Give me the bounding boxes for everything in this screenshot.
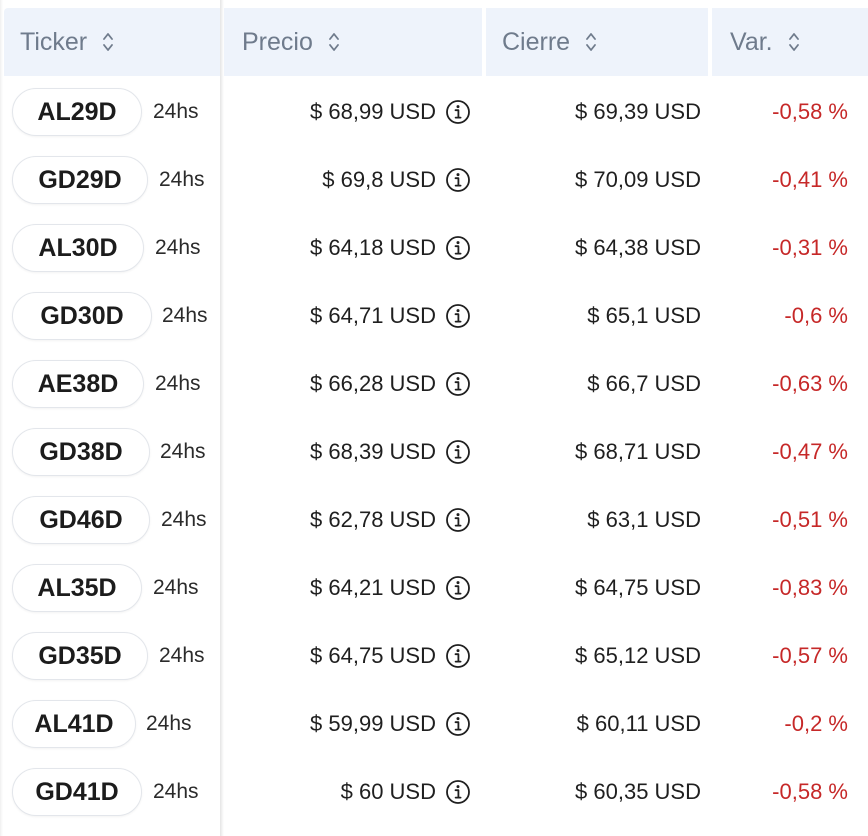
column-header-precio-label: Precio	[242, 27, 313, 56]
info-icon[interactable]	[445, 779, 471, 805]
info-icon[interactable]	[445, 371, 471, 397]
close-price-cell: $ 65,12 USD	[575, 643, 701, 668]
close-price-cell: $ 70,09 USD	[575, 167, 701, 192]
info-icon[interactable]	[445, 235, 471, 261]
column-header-ticker[interactable]: Ticker	[4, 8, 220, 76]
ticker-chip[interactable]: AL35D	[12, 564, 142, 612]
table-row[interactable]: GD29D 24hs $ 69,8 USD $ 70,09 USD -0,41 …	[0, 146, 868, 214]
table-row[interactable]: GD35D 24hs $ 64,75 USD $ 65,12 USD -0,57…	[0, 622, 868, 690]
sort-updown-icon	[103, 33, 114, 51]
variation-cell: -0,58 %	[772, 779, 848, 804]
table-row[interactable]: GD38D 24hs $ 68,39 USD $ 68,71 USD -0,47…	[0, 418, 868, 486]
ticker-chip[interactable]: GD30D	[12, 292, 152, 340]
variation-cell: -0,47 %	[772, 439, 848, 464]
price-cell: $ 68,99 USD	[310, 99, 436, 124]
price-cell: $ 69,8 USD	[322, 167, 436, 192]
column-header-precio[interactable]: Precio	[224, 8, 482, 76]
column-header-cierre-label: Cierre	[502, 27, 571, 56]
price-cell: $ 60 USD	[340, 779, 436, 804]
settlement-term: 24hs	[161, 508, 207, 531]
close-price-cell: $ 65,1 USD	[587, 303, 701, 328]
close-price-cell: $ 69,39 USD	[575, 99, 701, 124]
price-cell: $ 64,18 USD	[310, 235, 436, 260]
settlement-term: 24hs	[153, 100, 199, 123]
variation-cell: -0,41 %	[772, 167, 848, 192]
settlement-term: 24hs	[153, 576, 199, 599]
table-row[interactable]: AE38D 24hs $ 66,28 USD $ 66,7 USD -0,63 …	[0, 350, 868, 418]
info-icon[interactable]	[445, 507, 471, 533]
price-cell: $ 64,75 USD	[310, 643, 436, 668]
settlement-term: 24hs	[155, 372, 201, 395]
close-price-cell: $ 64,38 USD	[575, 235, 701, 260]
price-cell: $ 62,78 USD	[310, 507, 436, 532]
ticker-chip[interactable]: AL30D	[12, 224, 144, 272]
ticker-chip[interactable]: GD46D	[12, 496, 150, 544]
ticker-chip[interactable]: AL29D	[12, 88, 142, 136]
table-header: Ticker Precio Cierre Var.	[0, 0, 868, 80]
close-price-cell: $ 63,1 USD	[587, 507, 701, 532]
column-header-cierre[interactable]: Cierre	[486, 8, 708, 76]
column-header-var[interactable]: Var.	[712, 8, 868, 76]
settlement-term: 24hs	[155, 236, 201, 259]
info-icon[interactable]	[445, 167, 471, 193]
price-cell: $ 59,99 USD	[310, 711, 436, 736]
price-cell: $ 68,39 USD	[310, 439, 436, 464]
sticky-column-divider	[220, 0, 224, 836]
ticker-chip[interactable]: GD29D	[12, 156, 148, 204]
settlement-term: 24hs	[162, 304, 208, 327]
sort-updown-icon	[328, 33, 339, 51]
variation-cell: -0,57 %	[772, 643, 848, 668]
close-price-cell: $ 64,75 USD	[575, 575, 701, 600]
settlement-term: 24hs	[146, 712, 192, 735]
variation-cell: -0,58 %	[772, 99, 848, 124]
variation-cell: -0,83 %	[772, 575, 848, 600]
variation-cell: -0,51 %	[772, 507, 848, 532]
ticker-chip[interactable]: GD41D	[12, 768, 142, 816]
settlement-term: 24hs	[159, 168, 205, 191]
table-row[interactable]: AL35D 24hs $ 64,21 USD $ 64,75 USD -0,83…	[0, 554, 868, 622]
info-icon[interactable]	[445, 575, 471, 601]
table-left-shadow	[0, 0, 3, 836]
settlement-term: 24hs	[153, 780, 199, 803]
column-header-ticker-label: Ticker	[20, 27, 88, 56]
close-price-cell: $ 68,71 USD	[575, 439, 701, 464]
variation-cell: -0,31 %	[772, 235, 848, 260]
table-row[interactable]: GD46D 24hs $ 62,78 USD $ 63,1 USD -0,51 …	[0, 486, 868, 554]
ticker-chip[interactable]: GD35D	[12, 632, 148, 680]
table-row[interactable]: GD30D 24hs $ 64,71 USD $ 65,1 USD -0,6 %	[0, 282, 868, 350]
table-row[interactable]: AL41D 24hs $ 59,99 USD $ 60,11 USD -0,2 …	[0, 690, 868, 758]
settlement-term: 24hs	[159, 644, 205, 667]
column-header-var-label: Var.	[730, 27, 773, 56]
close-price-cell: $ 60,11 USD	[576, 711, 701, 736]
variation-cell: -0,2 %	[784, 711, 848, 736]
info-icon[interactable]	[445, 711, 471, 737]
info-icon[interactable]	[445, 303, 471, 329]
price-cell: $ 64,21 USD	[310, 575, 436, 600]
variation-cell: -0,6 %	[784, 303, 848, 328]
ticker-chip[interactable]: AE38D	[12, 360, 144, 408]
close-price-cell: $ 66,7 USD	[587, 371, 701, 396]
sort-updown-icon	[788, 33, 799, 51]
ticker-chip[interactable]: GD38D	[12, 428, 150, 476]
sort-updown-icon	[586, 33, 596, 51]
table-row[interactable]: AL29D 24hs $ 68,99 USD $ 69,39 USD -0,58…	[0, 78, 868, 146]
info-icon[interactable]	[445, 439, 471, 465]
price-cell: $ 66,28 USD	[310, 371, 436, 396]
close-price-cell: $ 60,35 USD	[575, 779, 701, 804]
price-cell: $ 64,71 USD	[310, 303, 436, 328]
settlement-term: 24hs	[160, 440, 206, 463]
ticker-chip[interactable]: AL41D	[12, 700, 136, 748]
info-icon[interactable]	[445, 99, 471, 125]
table-row[interactable]: AL30D 24hs $ 64,18 USD $ 64,38 USD -0,31…	[0, 214, 868, 282]
table-row[interactable]: GD41D 24hs $ 60 USD $ 60,35 USD -0,58 %	[0, 758, 868, 826]
info-icon[interactable]	[445, 643, 471, 669]
variation-cell: -0,63 %	[772, 371, 848, 396]
